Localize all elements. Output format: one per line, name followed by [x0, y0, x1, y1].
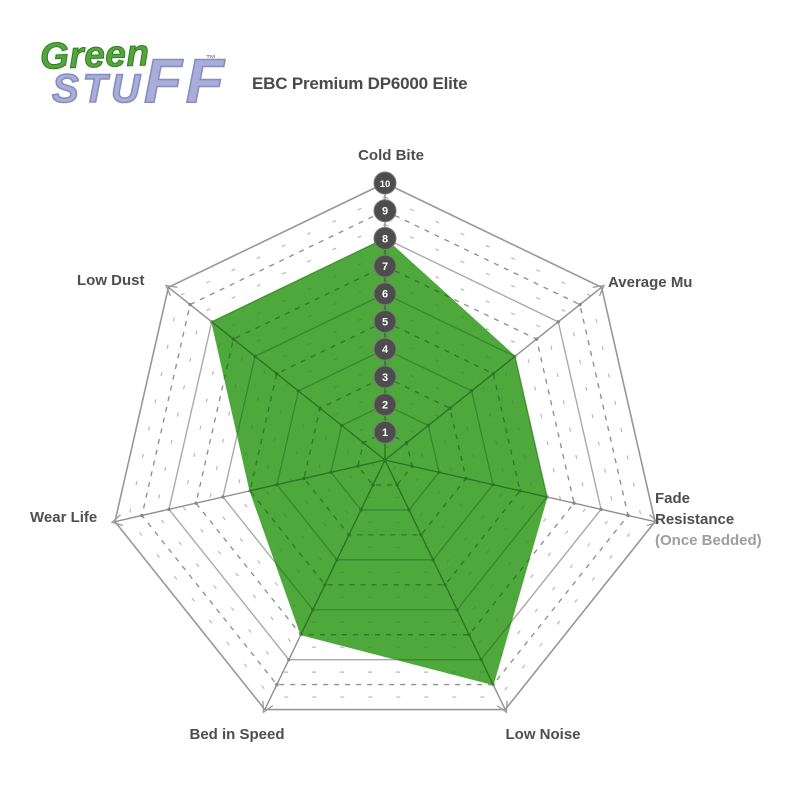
axis-label-wear-life: Wear Life: [30, 509, 98, 526]
greenstuff-logo: Green STUFF ™: [30, 28, 225, 140]
svg-text:7: 7: [382, 261, 388, 273]
logo-stuff-stu: STU: [51, 66, 144, 112]
svg-text:6: 6: [382, 289, 388, 301]
chart-title: EBC Premium DP6000 Elite: [252, 74, 468, 93]
svg-text:10: 10: [380, 179, 391, 190]
svg-text:9: 9: [382, 206, 388, 218]
svg-text:1: 1: [382, 427, 388, 439]
trademark-icon: ™: [206, 54, 216, 65]
axis-label-average-mu: Average Mu: [608, 274, 693, 291]
axis-label-low-noise: Low Noise: [505, 726, 581, 743]
svg-text:4: 4: [382, 344, 389, 356]
axis-label-fade-resistance: Fade Resistance (Once Bedded): [655, 488, 762, 551]
axis-label-cold-bite: Cold Bite: [358, 147, 424, 164]
logo-stuff-ff: FF: [143, 46, 228, 117]
svg-text:3: 3: [382, 372, 388, 384]
fade-resistance-note: (Once Bedded): [655, 532, 762, 549]
logo-stuff-text: STUFF: [51, 46, 228, 117]
svg-text:8: 8: [382, 233, 388, 245]
svg-text:5: 5: [382, 316, 388, 328]
axis-label-bed-in-speed: Bed in Speed: [189, 726, 285, 743]
axis-label-low-dust: Low Dust: [77, 272, 145, 289]
fade-resistance-text: Fade Resistance: [655, 490, 735, 528]
svg-text:2: 2: [382, 400, 388, 412]
